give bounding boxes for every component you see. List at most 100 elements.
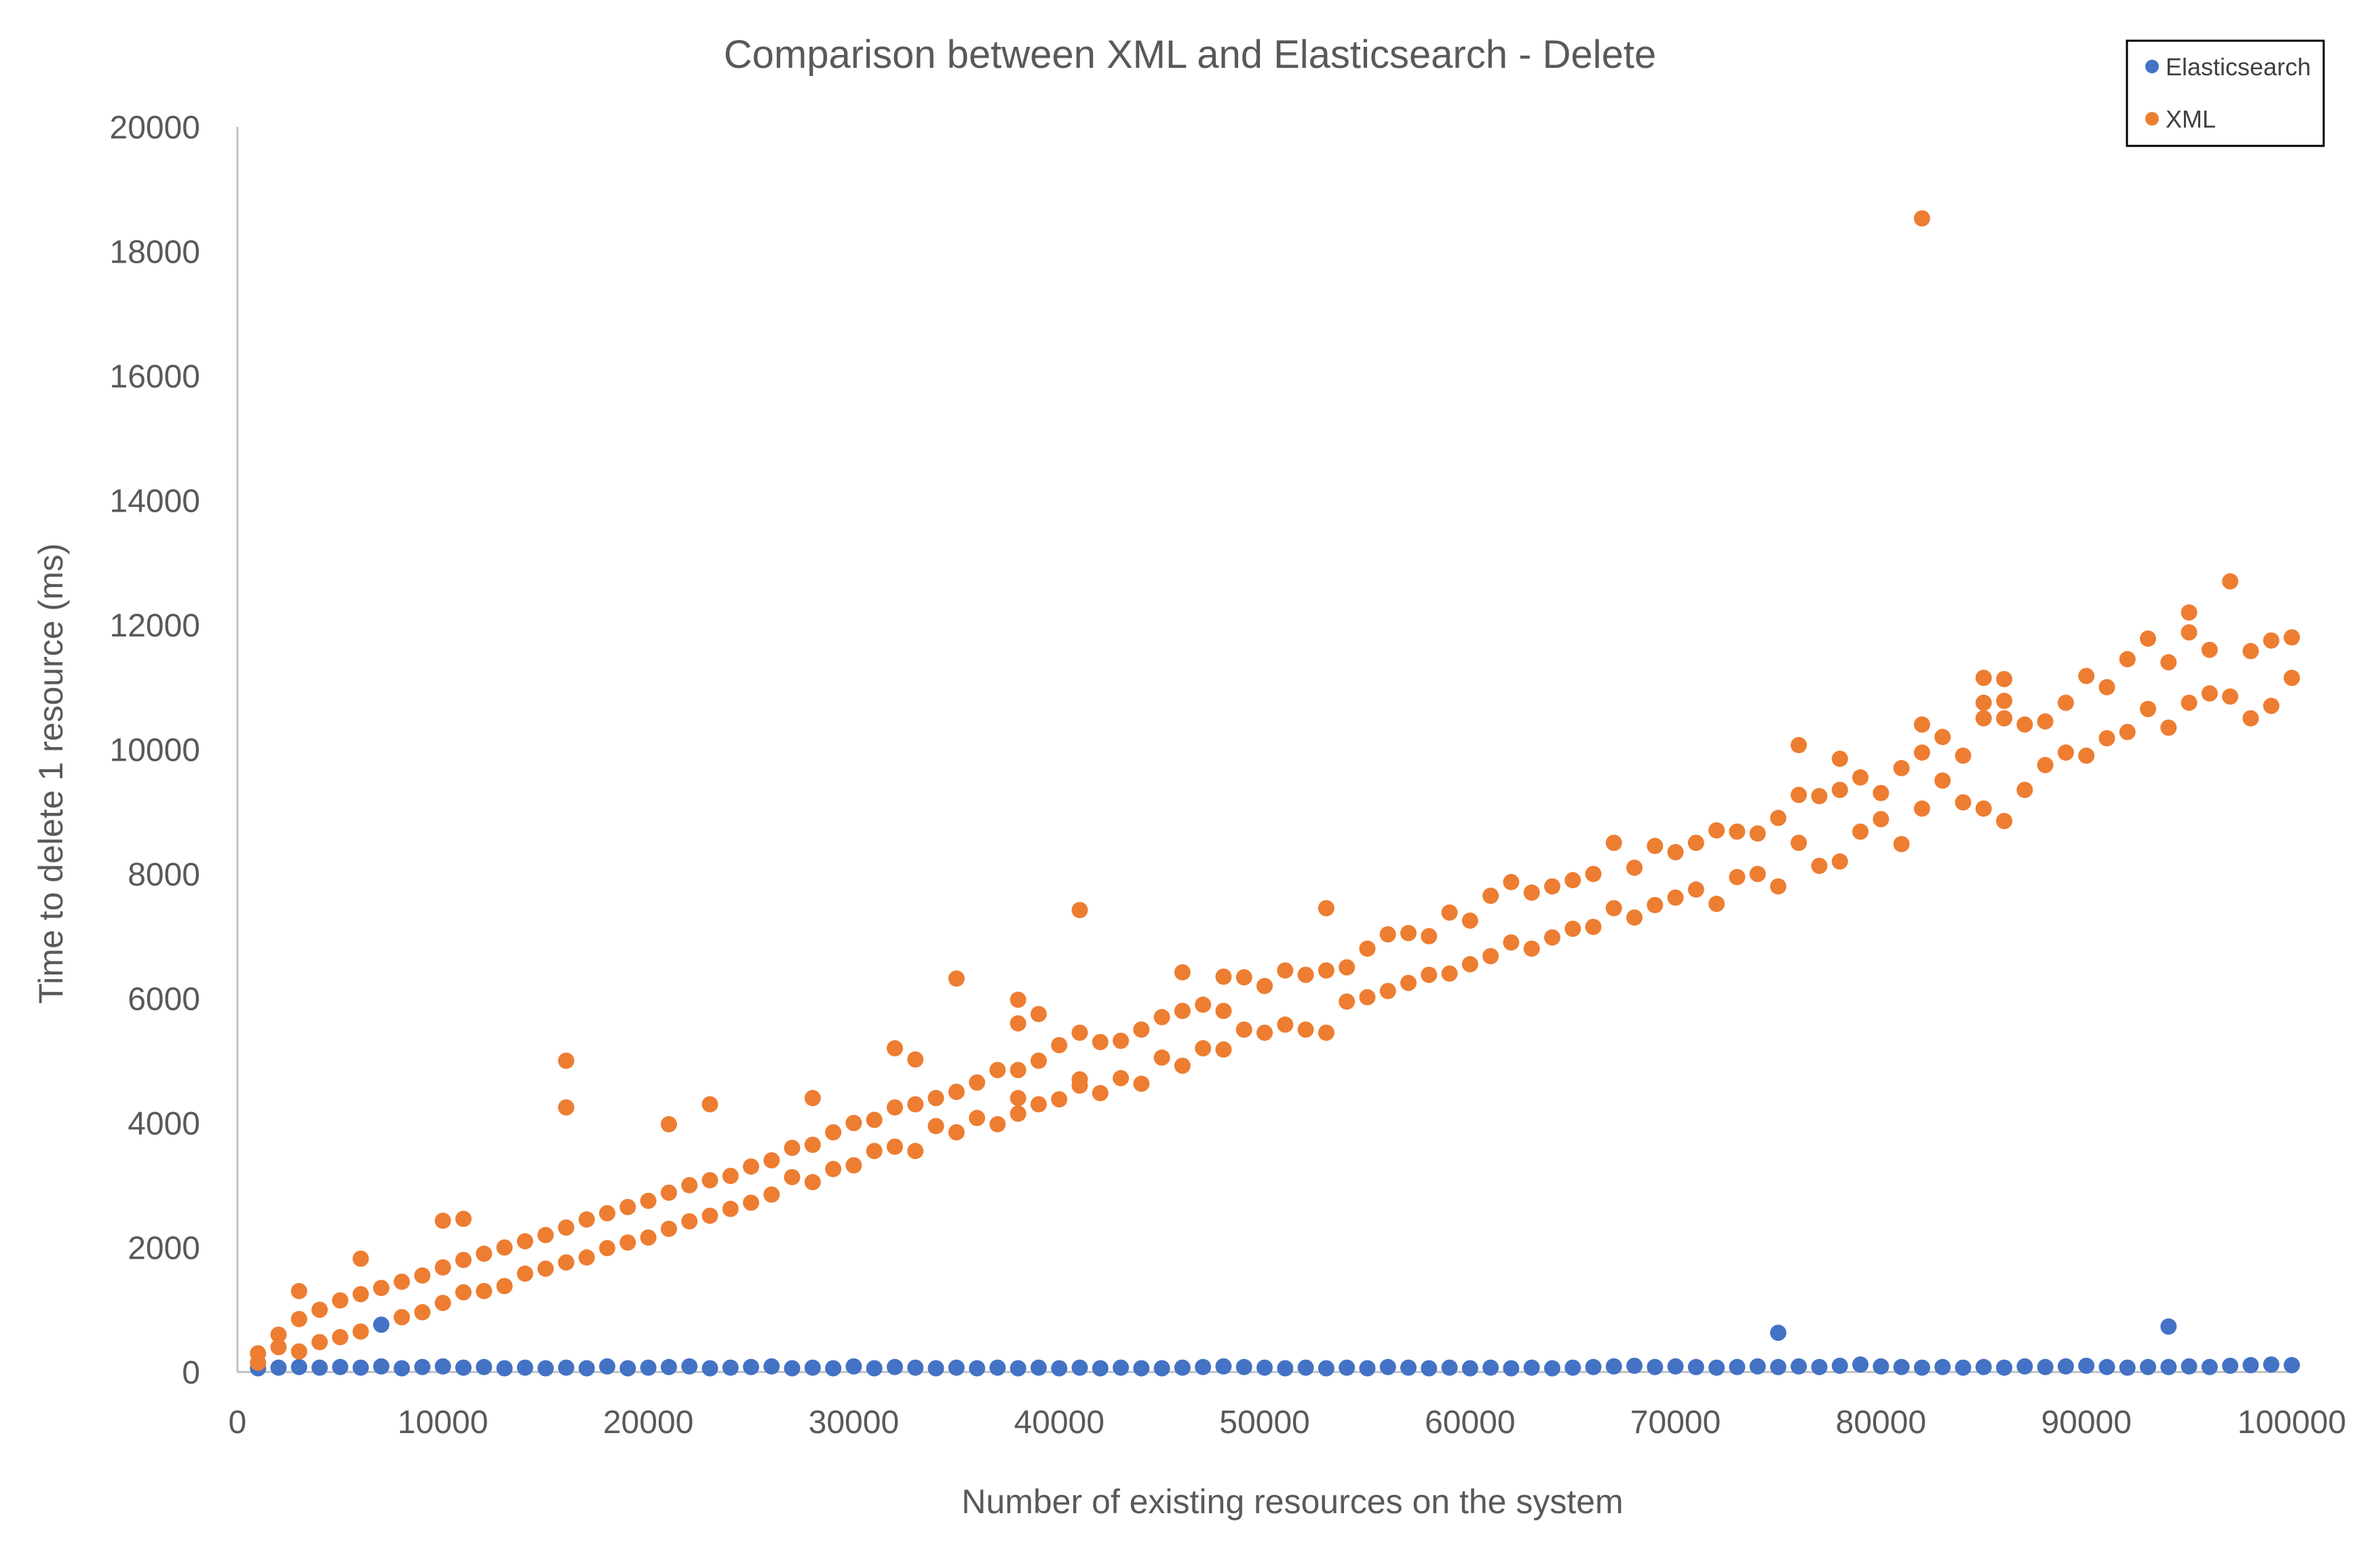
data-point	[1913, 716, 1930, 733]
data-point	[1975, 710, 1992, 727]
data-point	[1482, 1359, 1499, 1376]
data-point	[599, 1205, 616, 1222]
data-point	[2078, 1357, 2095, 1374]
data-point	[352, 1251, 369, 1268]
data-point	[455, 1284, 472, 1301]
x-tick-label: 10000	[398, 1405, 488, 1441]
y-axis-title: Time to delete 1 resource (ms)	[32, 544, 70, 1004]
data-point	[1071, 902, 1088, 919]
data-point	[394, 1309, 410, 1326]
data-point	[1852, 823, 1869, 840]
data-point	[1873, 811, 1889, 828]
data-point	[660, 1358, 677, 1375]
data-point	[1010, 991, 1026, 1008]
data-point	[578, 1249, 595, 1266]
data-point	[2201, 685, 2218, 702]
data-point	[599, 1240, 616, 1257]
x-tick-label: 70000	[1630, 1405, 1721, 1441]
data-point	[1687, 1358, 1704, 1375]
data-point	[2284, 669, 2300, 686]
data-point	[743, 1194, 759, 1211]
data-point	[1010, 1090, 1026, 1107]
data-point	[1790, 835, 1807, 852]
data-point	[640, 1192, 657, 1209]
data-point	[394, 1273, 410, 1290]
data-point	[948, 970, 965, 987]
data-point	[2284, 629, 2300, 646]
data-point	[886, 1040, 903, 1056]
data-point	[1359, 989, 1376, 1006]
y-tick-label: 10000	[110, 733, 200, 769]
data-point	[1996, 1359, 2013, 1376]
x-tick-label: 0	[229, 1405, 247, 1441]
data-point	[743, 1158, 759, 1175]
data-point	[1729, 869, 1746, 885]
data-point	[1647, 837, 1664, 854]
data-point	[1955, 1359, 1972, 1376]
data-point	[2181, 604, 2197, 621]
data-point	[1543, 929, 1560, 946]
data-point	[2201, 1358, 2218, 1375]
data-point	[1174, 1002, 1191, 1019]
data-point	[1010, 1105, 1026, 1122]
data-point	[2016, 1358, 2033, 1375]
data-point	[2119, 723, 2136, 740]
data-point	[702, 1096, 718, 1113]
data-point	[1174, 1057, 1191, 1074]
legend-marker-elasticsearch	[2145, 60, 2159, 73]
data-point	[2119, 651, 2136, 668]
data-point	[702, 1360, 718, 1377]
data-point	[1379, 926, 1396, 942]
data-point	[619, 1360, 636, 1377]
data-point	[558, 1254, 575, 1271]
data-point	[2078, 668, 2095, 685]
data-point	[311, 1359, 328, 1376]
data-point	[332, 1292, 349, 1309]
data-point	[311, 1301, 328, 1318]
data-point	[578, 1211, 595, 1228]
data-point	[1996, 670, 2013, 687]
data-point	[1421, 966, 1438, 983]
legend-label-elasticsearch: Elasticsearch	[2166, 53, 2311, 81]
data-point	[1359, 1360, 1376, 1377]
data-point	[1770, 809, 1786, 826]
x-tick-label: 40000	[1014, 1405, 1104, 1441]
data-point	[1996, 710, 2013, 727]
data-point	[2201, 641, 2218, 658]
x-tick-label: 90000	[2041, 1405, 2131, 1441]
data-point	[989, 1116, 1006, 1132]
data-point	[516, 1265, 533, 1282]
data-point	[1339, 1359, 1356, 1376]
data-point	[2057, 744, 2074, 761]
data-point	[907, 1051, 924, 1068]
data-point	[290, 1311, 307, 1328]
data-point	[1071, 1359, 1088, 1376]
data-point	[2160, 1358, 2177, 1375]
data-point	[1503, 934, 1520, 951]
data-point	[455, 1359, 472, 1376]
data-point	[907, 1359, 924, 1376]
data-point	[1318, 962, 1335, 979]
data-point	[927, 1118, 944, 1135]
data-point	[2098, 729, 2115, 746]
data-point	[2140, 1358, 2157, 1375]
data-point	[1913, 210, 1930, 227]
legend-label-xml: XML	[2166, 105, 2216, 133]
data-point	[434, 1358, 451, 1375]
data-point	[660, 1220, 677, 1237]
data-point	[722, 1200, 739, 1217]
data-point	[1400, 974, 1417, 991]
data-point	[1421, 1360, 1438, 1377]
data-point	[496, 1239, 513, 1256]
data-point	[250, 1354, 267, 1371]
data-point	[660, 1184, 677, 1201]
data-point	[1503, 873, 1520, 890]
data-point	[927, 1090, 944, 1107]
data-point	[537, 1227, 554, 1244]
data-point	[311, 1333, 328, 1350]
data-point	[804, 1137, 821, 1154]
data-point	[2160, 654, 2177, 671]
data-point	[681, 1177, 698, 1194]
data-point	[1996, 692, 2013, 709]
